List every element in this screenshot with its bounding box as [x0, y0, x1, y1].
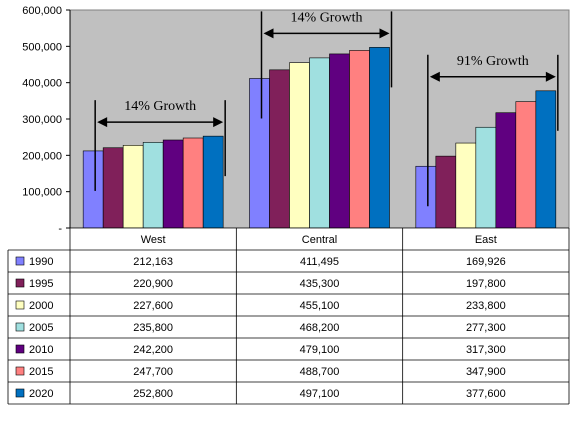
y-axis: 600,000 500,000 400,000 300,000 200,000 100,0… [22, 5, 71, 235]
data-table: West Central East 1990 212,163 411,495 169,926… [7, 227, 570, 405]
data-label: 197,800 [466, 278, 506, 290]
data-label: 468,200 [300, 322, 340, 334]
category-label: Central [302, 234, 337, 246]
data-label: 242,200 [133, 344, 173, 356]
y-tick-label: 100,000 [22, 187, 62, 199]
growth-arrowhead-right [545, 71, 556, 82]
growth-arrowhead-right [379, 28, 390, 39]
bar-east-1995 [435, 155, 457, 229]
growth-arrowhead-left [429, 71, 440, 82]
annotations: 14% Growth 14% Growth 91% Growth [94, 10, 559, 207]
y-tick-label: - [58, 223, 62, 235]
data-label: 479,100 [300, 344, 340, 356]
bar-west-2020 [202, 135, 224, 229]
data-label: 252,800 [133, 388, 173, 400]
bar-central-2020 [369, 47, 390, 229]
data-label: 317,300 [466, 344, 506, 356]
bar-east-2010 [495, 112, 517, 229]
bar-east-2000 [455, 142, 477, 229]
data-label: 227,600 [133, 300, 173, 312]
data-label: 247,700 [133, 366, 173, 378]
category-label: West [141, 234, 166, 246]
bar-east-2020 [535, 90, 557, 229]
bar-east-2005 [475, 126, 497, 229]
bar-central-1990 [249, 78, 270, 229]
growth-arrowhead-left [263, 28, 274, 39]
bar-east-1990 [415, 165, 437, 229]
bar-central-2000 [289, 62, 310, 229]
legend-swatch [15, 322, 25, 332]
data-label: 220,900 [133, 278, 173, 290]
data-label: 411,495 [300, 256, 339, 268]
legend-swatch [15, 300, 25, 310]
y-tick-label: 600,000 [22, 5, 62, 17]
bar-central-2005 [309, 57, 330, 229]
growth-arrowhead-right [213, 117, 224, 128]
y-tick-label: 500,000 [22, 41, 62, 53]
y-tick-label: 400,000 [22, 78, 62, 90]
legend-label: 2020 [29, 388, 53, 400]
bar-west-1995 [102, 147, 124, 229]
legend-swatch [15, 256, 25, 266]
bar-west-2015 [182, 137, 204, 229]
bar-central-2015 [349, 50, 370, 229]
bar-central-2010 [329, 53, 350, 229]
growth-annotation: 91% Growth [457, 54, 529, 69]
growth-annotation: 14% Growth [291, 10, 363, 25]
data-label: 497,100 [300, 388, 340, 400]
bars [82, 47, 557, 229]
y-tick-label: 300,000 [22, 114, 62, 126]
legend-label: 1990 [29, 256, 53, 268]
bar-east-2015 [515, 101, 537, 229]
category-label: East [475, 234, 497, 246]
legend-swatch [15, 388, 25, 398]
data-label: 488,700 [300, 366, 340, 378]
legend-label: 2010 [29, 344, 53, 356]
bar-west-2000 [122, 145, 144, 229]
data-label: 455,100 [300, 300, 340, 312]
data-label: 347,900 [466, 366, 506, 378]
data-label: 233,800 [466, 300, 506, 312]
bar-central-1995 [269, 69, 290, 229]
data-label: 212,163 [133, 256, 173, 268]
legend-label: 2000 [29, 300, 53, 312]
table-header-bg [70, 228, 569, 250]
growth-arrowhead-left [97, 117, 108, 128]
y-tick-label: 200,000 [22, 150, 62, 162]
bar-west-2010 [162, 139, 184, 229]
legend-label: 2015 [29, 366, 53, 378]
bar-west-1990 [82, 150, 104, 229]
legend-label: 2005 [29, 322, 53, 334]
legend-label: 1995 [29, 278, 53, 290]
legend-swatch [15, 366, 25, 376]
data-label: 169,926 [466, 256, 506, 268]
data-label: 435,300 [300, 278, 340, 290]
data-label: 277,300 [466, 322, 506, 334]
table-body-bg [8, 250, 569, 404]
bar-west-2005 [142, 142, 164, 229]
data-label: 235,800 [133, 322, 173, 334]
legend-swatch [15, 344, 25, 354]
data-label: 377,600 [466, 388, 506, 400]
legend-swatch [15, 278, 25, 288]
growth-annotation: 14% Growth [124, 99, 196, 114]
